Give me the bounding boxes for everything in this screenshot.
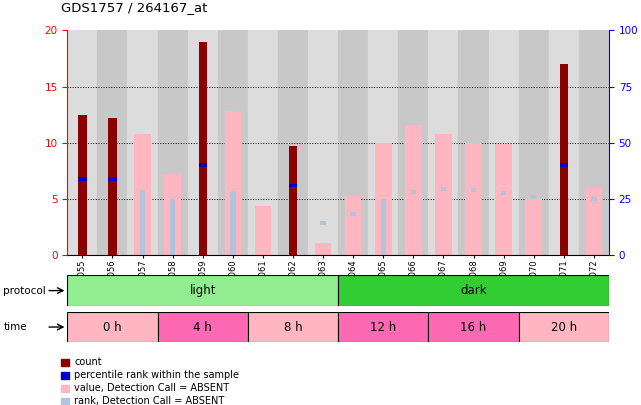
Bar (67, 275, 338, 306)
Bar (108, 177, 117, 181)
Bar (254, 206, 271, 255)
Bar (428, 30, 458, 255)
Bar (78, 177, 87, 181)
Bar (519, 312, 609, 342)
Bar (375, 143, 392, 255)
Text: 8 h: 8 h (284, 320, 303, 334)
Bar (526, 199, 542, 255)
Bar (128, 30, 158, 255)
Bar (108, 118, 117, 255)
Bar (164, 174, 181, 255)
Bar (471, 188, 476, 192)
Text: light: light (190, 284, 216, 297)
Bar (560, 163, 568, 167)
Bar (289, 146, 297, 255)
Text: time: time (3, 322, 27, 332)
Bar (199, 42, 207, 255)
Bar (248, 30, 278, 255)
Bar (411, 190, 416, 194)
Text: 20 h: 20 h (551, 320, 577, 334)
Bar (458, 30, 488, 255)
Text: count: count (74, 358, 102, 367)
Bar (345, 196, 362, 255)
Text: 16 h: 16 h (460, 320, 487, 334)
Bar (224, 111, 241, 255)
Bar (218, 30, 248, 255)
Bar (320, 221, 326, 224)
Bar (435, 134, 452, 255)
Bar (398, 30, 428, 255)
Bar (158, 312, 248, 342)
Text: rank, Detection Call = ABSENT: rank, Detection Call = ABSENT (74, 396, 224, 405)
Bar (368, 30, 398, 255)
Bar (441, 187, 446, 191)
Bar (579, 30, 609, 255)
Bar (549, 30, 579, 255)
Bar (495, 144, 512, 255)
Text: percentile rank within the sample: percentile rank within the sample (74, 371, 239, 380)
Bar (381, 199, 386, 255)
Bar (67, 312, 158, 342)
Bar (199, 163, 207, 167)
Bar (465, 143, 482, 255)
Bar (67, 30, 97, 255)
Bar (289, 183, 297, 188)
Bar (519, 30, 549, 255)
Bar (170, 199, 176, 255)
Bar (308, 30, 338, 255)
Text: 12 h: 12 h (370, 320, 396, 334)
Bar (338, 312, 428, 342)
Bar (97, 30, 128, 255)
Bar (278, 30, 308, 255)
Text: value, Detection Call = ABSENT: value, Detection Call = ABSENT (74, 384, 229, 393)
Bar (351, 211, 356, 215)
Bar (501, 192, 506, 195)
Bar (188, 30, 218, 255)
Text: 0 h: 0 h (103, 320, 122, 334)
Bar (338, 30, 368, 255)
Bar (560, 64, 568, 255)
Bar (315, 243, 331, 255)
Bar (134, 134, 151, 255)
Bar (230, 191, 235, 255)
Text: protocol: protocol (3, 286, 46, 296)
Bar (140, 190, 146, 255)
Bar (158, 30, 188, 255)
Text: 4 h: 4 h (194, 320, 212, 334)
Text: dark: dark (460, 284, 487, 297)
Bar (338, 275, 609, 306)
Bar (78, 115, 87, 255)
Bar (591, 197, 597, 201)
Bar (428, 312, 519, 342)
Bar (405, 125, 422, 255)
Bar (488, 30, 519, 255)
Bar (586, 188, 602, 255)
Bar (531, 195, 537, 199)
Text: GDS1757 / 264167_at: GDS1757 / 264167_at (61, 1, 207, 14)
Bar (248, 312, 338, 342)
